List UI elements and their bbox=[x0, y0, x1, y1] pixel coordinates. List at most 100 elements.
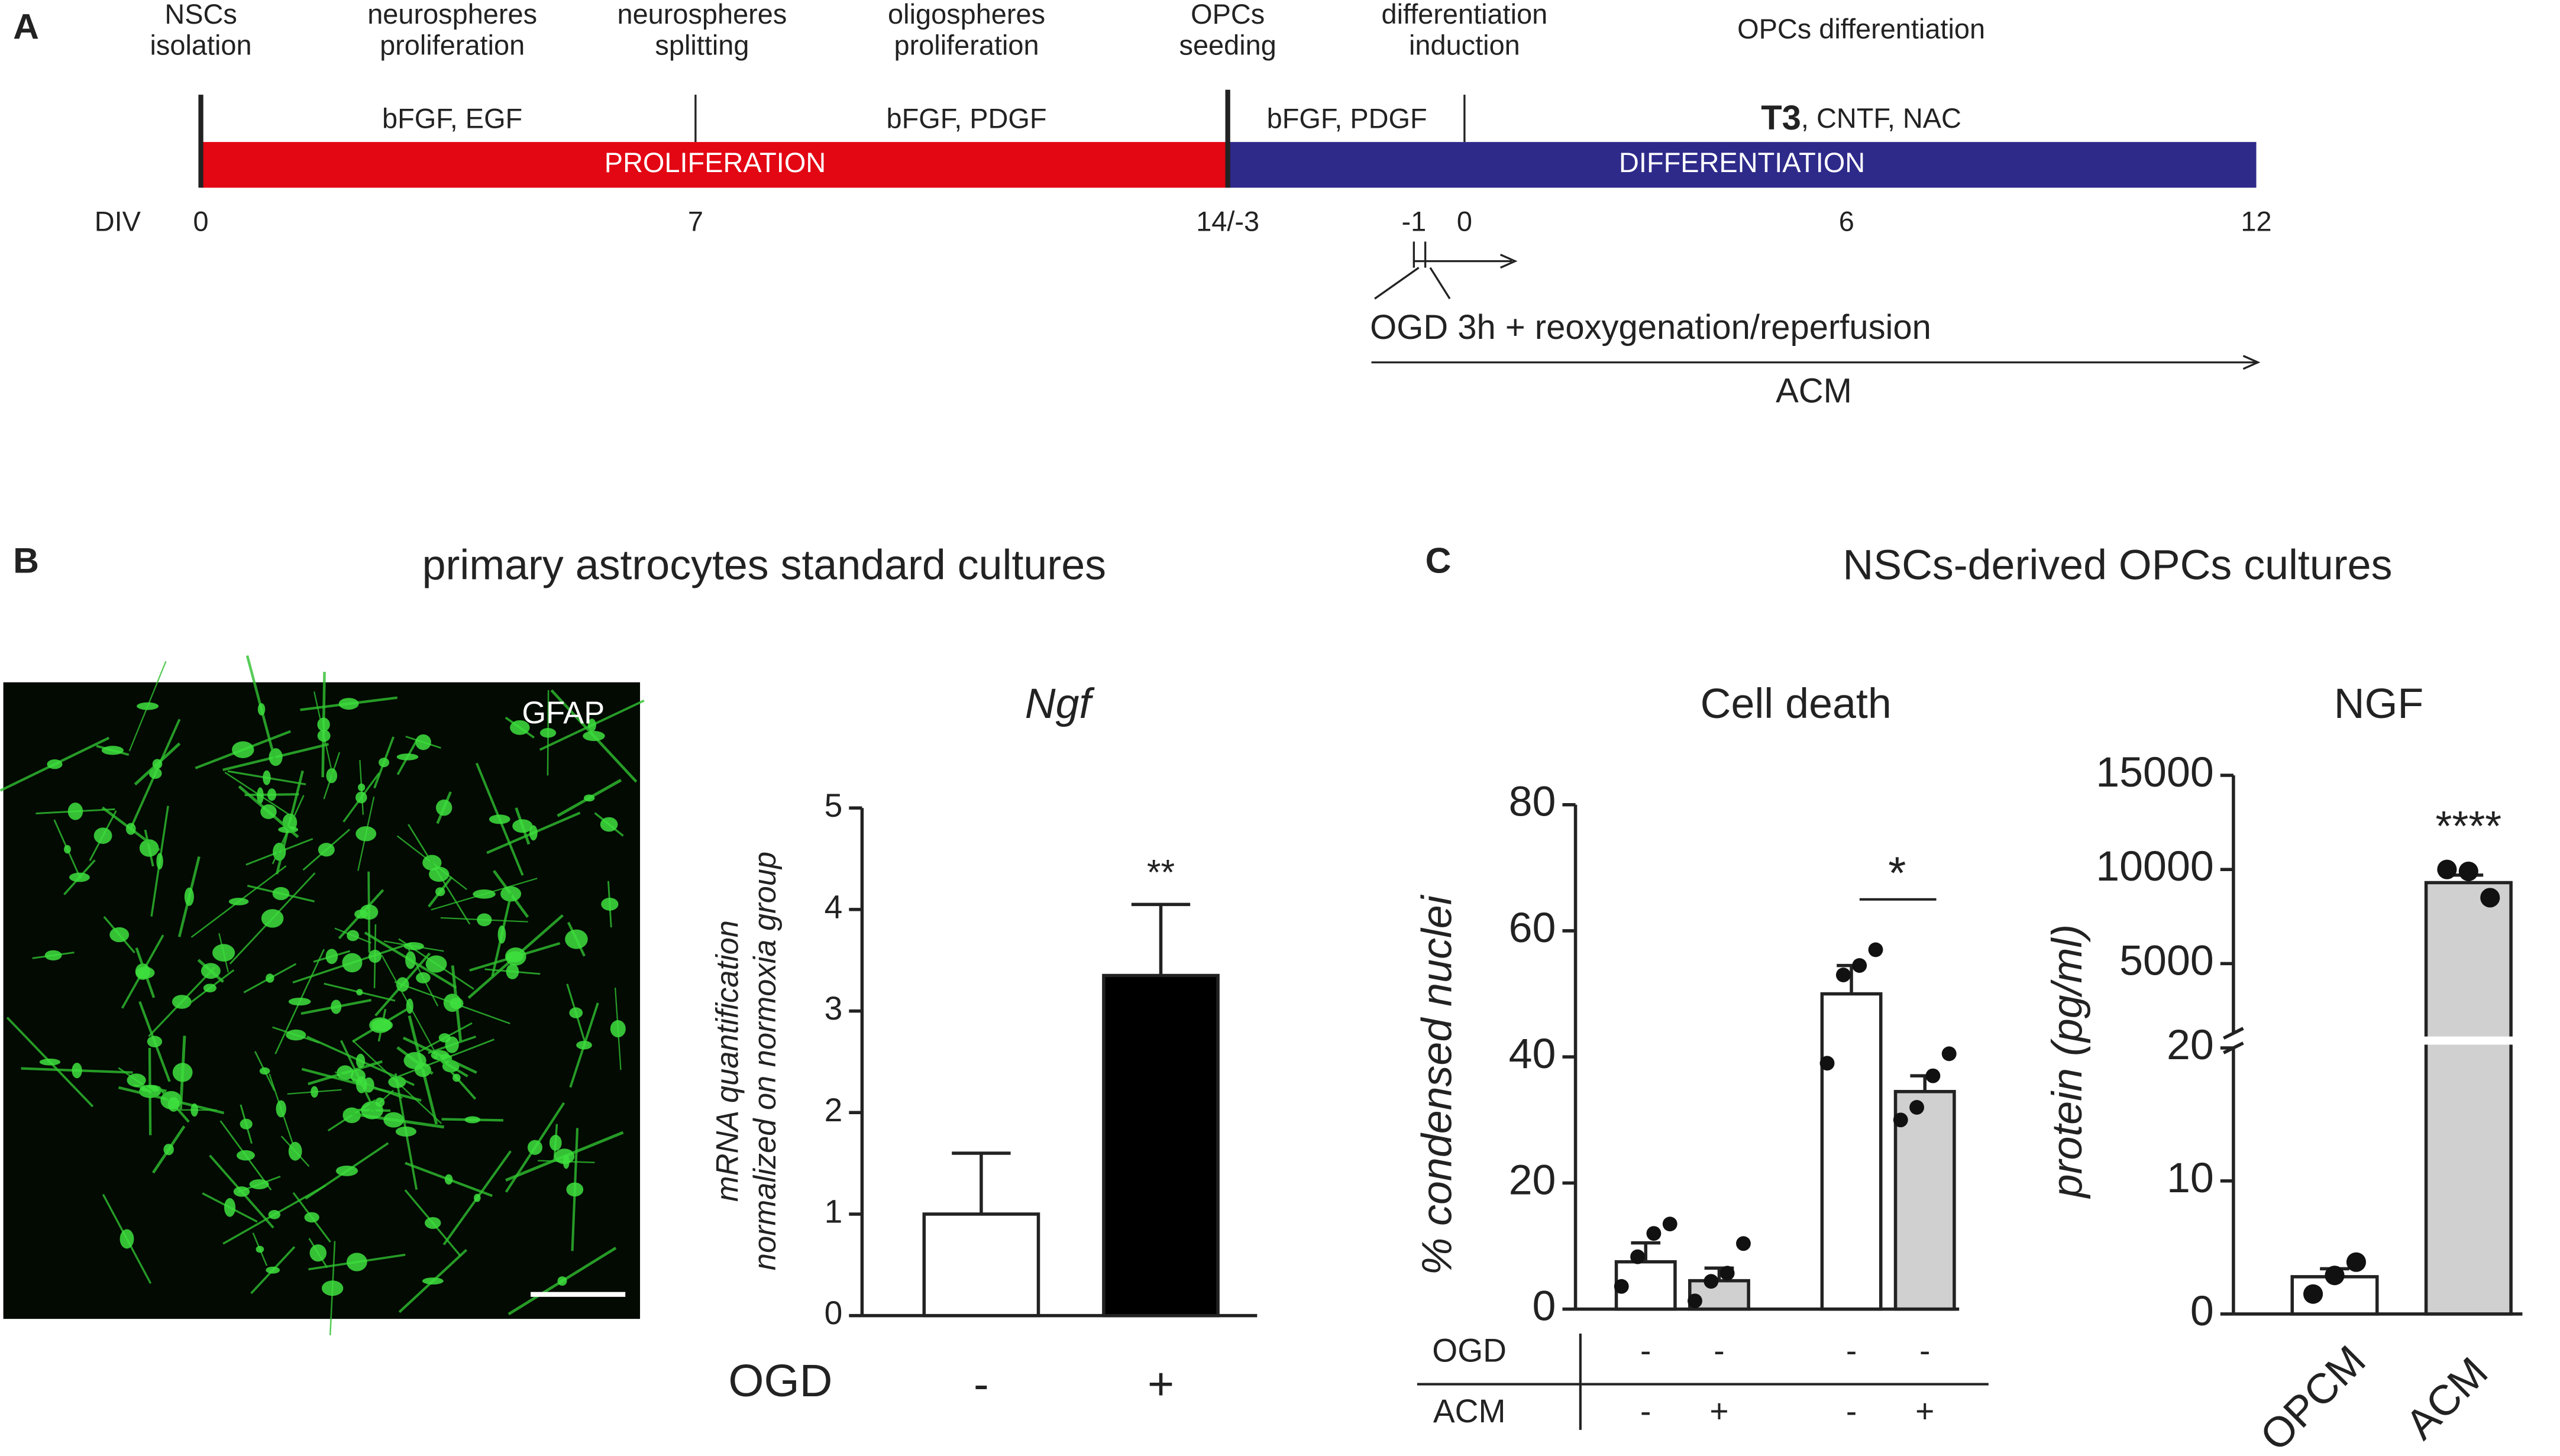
y-tick-label: 20 bbox=[1509, 1156, 1556, 1203]
div-tick: -1 bbox=[1401, 206, 1426, 237]
chart-title: NGF bbox=[2334, 680, 2423, 727]
stage-label: induction bbox=[1409, 30, 1520, 60]
stage-label: OPCs bbox=[1191, 0, 1265, 30]
cell-body bbox=[309, 1244, 327, 1262]
significance: ** bbox=[1147, 852, 1175, 892]
cell-body bbox=[140, 1085, 161, 1092]
cell-body bbox=[403, 1051, 426, 1069]
factor-label: T3, CNTF, NAC bbox=[1761, 100, 1961, 138]
cell-body bbox=[119, 1229, 134, 1249]
cell-body bbox=[72, 1062, 82, 1079]
cell-body bbox=[583, 730, 605, 742]
row-value: + bbox=[1915, 1393, 1934, 1429]
cell-body bbox=[539, 728, 557, 738]
cell-body bbox=[554, 1148, 575, 1164]
data-point bbox=[1688, 1293, 1702, 1309]
row-value: + bbox=[1709, 1393, 1728, 1429]
cell-body bbox=[383, 1112, 404, 1128]
y-tick-label: 5000 bbox=[2119, 937, 2214, 984]
div-tick: 0 bbox=[1457, 206, 1472, 237]
cell-body bbox=[268, 1210, 281, 1219]
cell-body bbox=[425, 1216, 441, 1229]
cell-body bbox=[358, 783, 366, 791]
cell-body bbox=[69, 872, 90, 882]
y-tick-label: 10000 bbox=[2096, 843, 2214, 890]
image-label: GFAP bbox=[522, 696, 605, 730]
cell-body bbox=[489, 814, 510, 824]
cell-body bbox=[93, 827, 112, 844]
bar bbox=[2424, 881, 2513, 1316]
cell-body bbox=[396, 753, 419, 761]
div-tick: 6 bbox=[1839, 206, 1854, 237]
cell-body bbox=[101, 746, 124, 755]
cell-body bbox=[565, 929, 588, 949]
cell-body bbox=[304, 1212, 319, 1223]
data-point bbox=[1909, 1100, 1924, 1115]
cell-body bbox=[416, 972, 431, 983]
cell-body bbox=[256, 1245, 264, 1253]
div-tick: 0 bbox=[193, 206, 209, 237]
row-label: ACM bbox=[1433, 1393, 1506, 1429]
data-point bbox=[1719, 1266, 1735, 1281]
y-tick-label: 20 bbox=[2167, 1021, 2214, 1069]
cell-body bbox=[267, 788, 277, 801]
cell-body bbox=[355, 826, 377, 842]
cell-body bbox=[288, 998, 311, 1006]
cell-body bbox=[47, 759, 63, 769]
cell-body bbox=[201, 963, 221, 979]
y-tick-label: 0 bbox=[825, 1295, 843, 1331]
cell-body bbox=[190, 1103, 199, 1117]
stage-label: NSCs bbox=[164, 0, 237, 30]
cell-body bbox=[355, 791, 367, 804]
stage-label: proliferation bbox=[894, 30, 1039, 60]
cell-body bbox=[224, 1198, 236, 1217]
cell-body bbox=[139, 839, 159, 857]
cell-body bbox=[240, 1118, 253, 1130]
bar bbox=[1102, 973, 1220, 1318]
y-tick-label: 40 bbox=[1509, 1030, 1556, 1078]
y-axis-label: normalized on normoxia group bbox=[748, 852, 783, 1270]
cell-body bbox=[317, 729, 331, 742]
significance: **** bbox=[2435, 803, 2501, 850]
factor-label: bFGF, EGF bbox=[382, 103, 522, 134]
data-point bbox=[1941, 1046, 1957, 1062]
data-point bbox=[1893, 1112, 1908, 1128]
y-tick-label: 4 bbox=[825, 889, 843, 926]
cell-body bbox=[506, 963, 519, 979]
cell-body bbox=[263, 770, 271, 785]
cell-body bbox=[569, 1007, 583, 1018]
cell-body bbox=[452, 1073, 461, 1082]
cell-body bbox=[435, 799, 452, 816]
axis-break bbox=[2223, 1027, 2244, 1040]
bar bbox=[922, 1212, 1040, 1318]
cell-body bbox=[406, 998, 413, 1014]
phase-label: DIFFERENTIATION bbox=[1619, 147, 1865, 178]
data-point bbox=[2480, 888, 2500, 908]
data-point bbox=[2346, 1252, 2367, 1272]
cell-body bbox=[355, 1076, 367, 1093]
y-axis-label: protein (pg/ml) bbox=[2044, 924, 2091, 1199]
cell-body bbox=[331, 999, 342, 1014]
bar bbox=[1893, 1090, 1956, 1311]
data-point bbox=[1925, 1068, 1941, 1083]
cell-body bbox=[425, 955, 447, 973]
significance: * bbox=[1888, 848, 1906, 899]
cell-body bbox=[464, 1116, 481, 1124]
ogd-label: OGD 3h + reoxygenation/reperfusion bbox=[1370, 309, 1931, 347]
chart-title: Cell death bbox=[1701, 680, 1892, 727]
cell-body bbox=[356, 989, 363, 996]
factor-bold: T3 bbox=[1761, 100, 1801, 138]
bar bbox=[1820, 992, 1883, 1311]
row-value: - bbox=[1846, 1393, 1857, 1429]
cell-body bbox=[435, 887, 445, 897]
cell-body bbox=[228, 898, 249, 905]
cell-body bbox=[371, 1019, 393, 1032]
row-value: - bbox=[1640, 1332, 1651, 1369]
y-tick-label: 15000 bbox=[2096, 749, 2214, 796]
row-value: - bbox=[1919, 1332, 1930, 1369]
cell-body bbox=[422, 1277, 444, 1285]
cell-body bbox=[368, 949, 382, 963]
cell-body bbox=[286, 1029, 306, 1041]
stage-label: neurospheres bbox=[367, 0, 537, 30]
